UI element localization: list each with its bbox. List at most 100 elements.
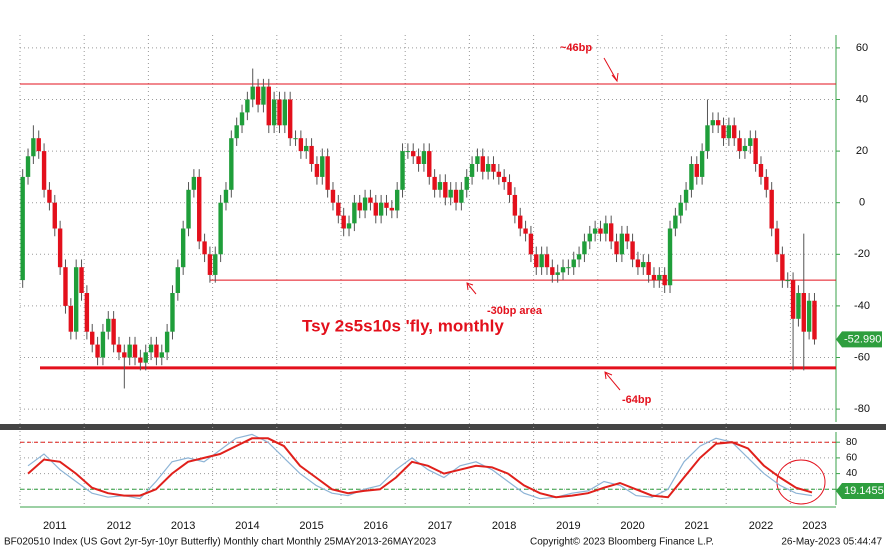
candle-body [748, 138, 753, 146]
candle-body [780, 254, 785, 281]
candle-body [116, 344, 122, 353]
candle-body [528, 233, 534, 255]
candle-body [325, 156, 330, 190]
candle-body [491, 164, 496, 172]
candle-body [111, 318, 116, 345]
candle-body [170, 293, 175, 332]
candle-body [592, 228, 598, 234]
x-tick-label: 2014 [235, 520, 259, 532]
candle-body [657, 274, 662, 281]
x-tick-label: 2022 [749, 520, 773, 532]
candle-body [384, 202, 389, 208]
candle-body [239, 112, 245, 126]
candle-body [790, 280, 796, 319]
candle-body [73, 267, 79, 332]
y-tick-label: -40 [854, 300, 870, 312]
x-tick-label: 2016 [364, 520, 388, 532]
candle-body [625, 233, 630, 242]
candle-body [694, 164, 699, 177]
x-tick-label: 2012 [107, 520, 131, 532]
candle-body [705, 125, 710, 152]
candle-body [806, 300, 812, 332]
candle-body [138, 357, 143, 363]
candle-body [518, 215, 523, 229]
candle-body [742, 145, 748, 152]
candle-body [485, 164, 491, 172]
candle-body [223, 189, 229, 203]
candle-body [421, 151, 427, 164]
x-tick-label: 2015 [299, 520, 323, 532]
candle-body [721, 125, 726, 139]
candle-body [785, 280, 790, 282]
candle-body [812, 300, 817, 340]
candle-body [127, 344, 132, 358]
candle-body [122, 352, 127, 358]
candle-body [603, 223, 609, 234]
candle-body [277, 99, 282, 126]
candle-body [84, 293, 90, 332]
candle-body [368, 197, 373, 203]
candle-body [90, 331, 95, 345]
highlight-circle [776, 459, 826, 505]
candle-body [651, 274, 657, 281]
candle-body [737, 138, 742, 152]
x-tick-label: 2018 [492, 520, 516, 532]
candle-body [550, 267, 555, 275]
candle-body [400, 151, 405, 190]
candle-body [453, 189, 459, 203]
footer-right: 26-May-2023 05:44:47 [781, 537, 882, 548]
candle-body [566, 267, 571, 269]
candle-body [619, 233, 625, 255]
candle-body [180, 228, 186, 268]
candle-body [437, 182, 443, 190]
candle-body [298, 138, 304, 152]
candle-body [576, 254, 582, 260]
last-value-label: 19.1455 [844, 485, 884, 497]
chart-title: Tsy 2s5s10s 'fly, monthly [302, 316, 504, 335]
candle-body [207, 254, 213, 275]
candle-body [213, 254, 218, 275]
y-tick-label: -80 [854, 403, 870, 415]
x-tick-label: 2023 [802, 520, 826, 532]
candle-body [255, 86, 261, 105]
candle-body [31, 138, 36, 157]
candle-body [512, 194, 518, 216]
candle-body [100, 331, 106, 358]
candle-body [52, 202, 57, 229]
candle-body [336, 202, 341, 216]
candle-body [164, 331, 170, 353]
x-tick-label: 2021 [685, 520, 709, 532]
candle-body [501, 176, 507, 183]
candle-body [496, 171, 502, 177]
candle-body [341, 215, 346, 229]
candle-body [475, 156, 480, 164]
candle-body [582, 241, 587, 255]
candle-body [346, 223, 352, 229]
y-tick-label: -20 [854, 248, 870, 260]
last-value-box [836, 331, 882, 348]
candle-body [587, 233, 592, 242]
arrow [604, 371, 621, 391]
y-tick-label: 80 [846, 437, 858, 448]
candle-body [614, 241, 619, 255]
x-tick-label: 2017 [428, 520, 452, 532]
last-value-box [836, 483, 884, 499]
candle-body [732, 125, 737, 139]
y-tick-label: 20 [856, 145, 868, 157]
candle-body [143, 352, 148, 363]
footer-center: Copyright© 2023 Bloomberg Finance L.P. [530, 537, 714, 548]
candle-body [539, 254, 544, 268]
candle-body [154, 344, 159, 358]
candle-body [218, 202, 223, 255]
candle-body [191, 176, 197, 190]
y-tick-label: 60 [846, 453, 858, 464]
annotation: -64bp [622, 394, 652, 406]
candle-body [699, 151, 705, 177]
candle-body [678, 202, 683, 216]
candle-body [202, 241, 207, 255]
candle-body [469, 164, 475, 177]
x-tick-label: 2020 [620, 520, 644, 532]
candle-body [635, 259, 641, 268]
candle-body [314, 164, 320, 177]
